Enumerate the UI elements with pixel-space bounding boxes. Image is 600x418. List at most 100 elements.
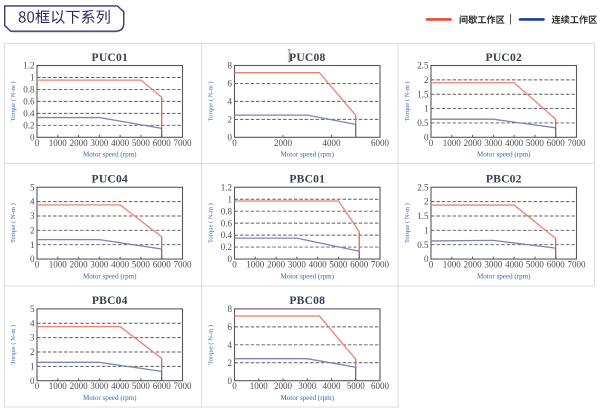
svg-text:0: 0 [424,254,429,264]
svg-text:4000: 4000 [505,260,524,270]
svg-text:2: 2 [30,225,35,235]
svg-text:Torque ( N-m ): Torque ( N-m ) [404,203,411,243]
svg-text:5000: 5000 [329,260,348,270]
svg-text:0.6: 0.6 [221,218,233,228]
svg-text:6000: 6000 [153,381,172,391]
svg-text:0.6: 0.6 [23,97,35,107]
svg-text:PBC04: PBC04 [92,294,128,307]
svg-text:1: 1 [30,73,35,83]
svg-text:1: 1 [30,240,35,250]
svg-text:6: 6 [228,79,233,89]
svg-text:8: 8 [228,304,233,314]
svg-text:0.4: 0.4 [221,230,233,240]
svg-text:3000: 3000 [484,260,503,270]
svg-text:3: 3 [30,333,35,343]
svg-text:5: 5 [30,182,35,192]
svg-text:4000: 4000 [111,260,130,270]
svg-text:6000: 6000 [547,138,566,148]
svg-text:0: 0 [232,381,237,391]
svg-text:Motor speed (rpm): Motor speed (rpm) [83,394,137,402]
svg-text:4: 4 [228,340,233,350]
svg-text:2: 2 [30,347,35,357]
svg-text:0: 0 [232,138,237,148]
svg-text:3: 3 [30,211,35,221]
svg-text:3000: 3000 [484,138,503,148]
svg-text:3000: 3000 [90,138,109,148]
svg-text:2: 2 [228,114,233,124]
svg-text:0.4: 0.4 [23,108,35,118]
svg-text:5000: 5000 [132,138,151,148]
svg-text:0: 0 [228,254,233,264]
svg-text:1000: 1000 [443,260,462,270]
svg-text:0.2: 0.2 [23,120,34,130]
svg-text:2.5: 2.5 [417,61,429,71]
svg-text:2000: 2000 [70,381,89,391]
svg-text:3000: 3000 [90,381,109,391]
svg-text:PBC08: PBC08 [289,294,325,307]
svg-text:0: 0 [35,138,40,148]
svg-text:0: 0 [228,132,233,142]
svg-text:1.5: 1.5 [417,211,429,221]
svg-text:Torque ( N-m ): Torque ( N-m ) [207,81,214,121]
svg-text:Torque ( N-m ): Torque ( N-m ) [10,203,17,243]
svg-text:3000: 3000 [90,260,109,270]
svg-text:0: 0 [35,260,40,270]
svg-text:5000: 5000 [526,138,545,148]
svg-text:Motor speed (rpm): Motor speed (rpm) [280,394,334,402]
svg-text:PUC04: PUC04 [92,173,128,186]
svg-text:6000: 6000 [547,260,566,270]
svg-text:0.8: 0.8 [23,85,35,95]
svg-text:1: 1 [424,225,429,235]
svg-text:7000: 7000 [174,381,193,391]
svg-text:PBC01: PBC01 [289,173,325,186]
svg-text:4000: 4000 [111,138,130,148]
svg-text:1.2: 1.2 [23,61,34,71]
svg-text:1: 1 [228,194,233,204]
svg-text:2000: 2000 [464,138,483,148]
svg-text:Torque ( N-m ): Torque ( N-m ) [207,325,214,365]
svg-text:7000: 7000 [174,260,193,270]
svg-text:8: 8 [228,61,233,71]
svg-text:2000: 2000 [70,138,89,148]
svg-text:Torque ( N-m ): Torque ( N-m ) [207,203,214,243]
svg-text:1: 1 [30,361,35,371]
svg-text:2: 2 [424,197,429,207]
svg-text:1: 1 [424,104,429,114]
svg-text:0.8: 0.8 [221,206,233,216]
svg-text:0: 0 [35,381,40,391]
svg-text:4000: 4000 [309,260,328,270]
svg-text:5000: 5000 [132,260,151,270]
svg-text:0.5: 0.5 [417,240,429,250]
svg-text:1000: 1000 [49,381,68,391]
svg-text:Motor speed (rpm): Motor speed (rpm) [477,272,531,280]
svg-text:4000: 4000 [111,381,130,391]
svg-text:Torque ( N-m ): Torque ( N-m ) [10,325,17,365]
svg-text:PUC02: PUC02 [486,51,522,64]
svg-text:1000: 1000 [443,138,462,148]
svg-text:5: 5 [30,304,35,314]
svg-text:Torque ( N-m ): Torque ( N-m ) [404,81,411,121]
svg-text:Motor speed (rpm): Motor speed (rpm) [280,151,334,159]
svg-text:2000: 2000 [70,260,89,270]
svg-text:2000: 2000 [274,381,293,391]
svg-text:5000: 5000 [526,260,545,270]
svg-text:1000: 1000 [49,138,68,148]
svg-text:2.5: 2.5 [417,182,429,192]
svg-text:4000: 4000 [505,138,524,148]
svg-text:1000: 1000 [49,260,68,270]
svg-text:PUC08: PUC08 [289,51,325,64]
svg-text:5000: 5000 [347,381,366,391]
svg-text:Motor speed (rpm): Motor speed (rpm) [477,151,531,159]
svg-text:0: 0 [30,254,35,264]
svg-text:7000: 7000 [568,138,587,148]
svg-text:2: 2 [228,358,233,368]
svg-text:PBC02: PBC02 [486,173,522,186]
svg-text:0.2: 0.2 [221,242,232,252]
svg-text:0: 0 [30,132,35,142]
svg-text:2: 2 [424,75,429,85]
svg-text:0: 0 [30,376,35,386]
svg-text:Torque ( N-m ): Torque ( N-m ) [10,81,17,121]
svg-text:0: 0 [429,260,434,270]
svg-text:0: 0 [429,138,434,148]
svg-text:6000: 6000 [371,138,390,148]
